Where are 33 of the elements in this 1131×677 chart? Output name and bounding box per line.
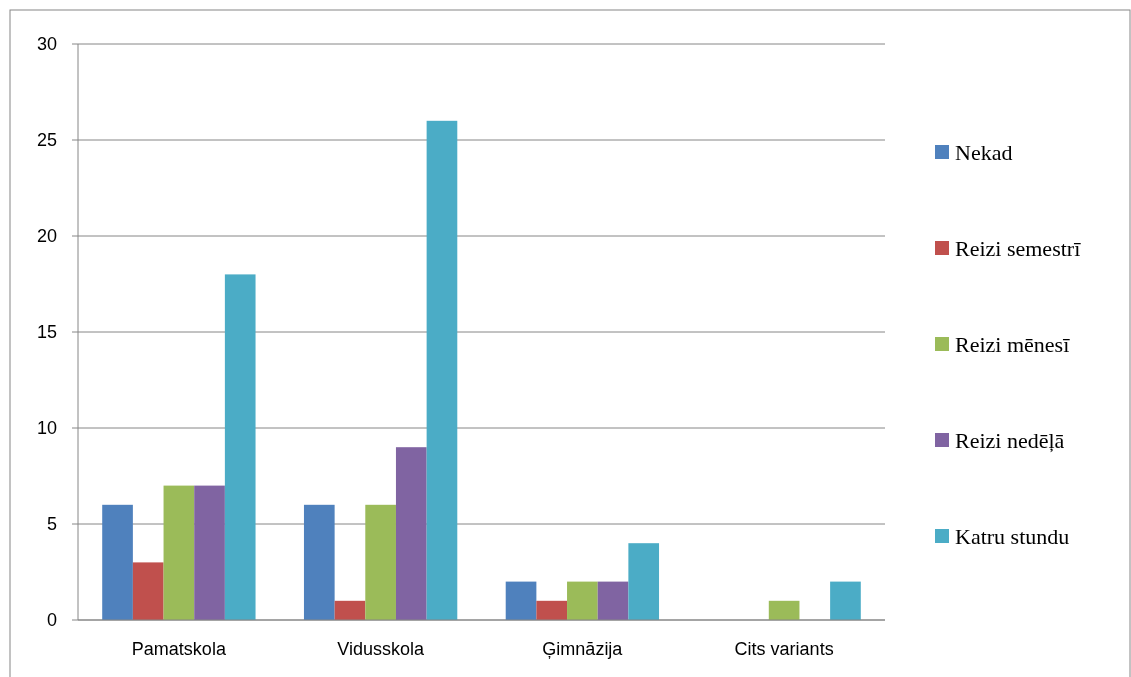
y-tick-label: 10: [36, 418, 57, 439]
bar: [505, 581, 537, 620]
bar: [395, 447, 427, 620]
bar: [830, 581, 861, 620]
legend-label: Reizi semestrī: [955, 235, 1082, 261]
x-tick-label: Pamatskola: [131, 639, 227, 659]
legend-label: Reizi mēnesī: [955, 331, 1071, 357]
bar: [426, 120, 458, 620]
bar: [102, 504, 133, 620]
y-tick-label: 30: [36, 34, 57, 55]
x-tick-label: Ģimnāzija: [542, 639, 624, 659]
x-tick-label: Cits variants: [734, 639, 834, 659]
bar: [365, 504, 396, 620]
x-tick-label: Vidusskola: [337, 639, 425, 659]
bar: [224, 274, 256, 620]
legend-label: Reizi nedēļā: [955, 427, 1065, 453]
y-tick-label: 5: [46, 514, 57, 535]
legend-label: Nekad: [955, 139, 1013, 165]
bar: [567, 581, 598, 620]
y-tick-label: 15: [36, 322, 57, 343]
bar: [536, 600, 568, 620]
y-tick-label: 25: [36, 130, 57, 151]
bar: [303, 504, 335, 620]
y-tick-label: 20: [36, 226, 57, 247]
bar: [628, 543, 660, 620]
bar: [768, 600, 800, 620]
bar: [132, 562, 164, 620]
y-tick-label: 0: [46, 610, 57, 631]
bar: [163, 485, 195, 620]
bar: [334, 600, 366, 620]
legend-label: Katru stundu: [955, 523, 1070, 549]
bar: [194, 485, 225, 620]
bar: [597, 581, 629, 620]
